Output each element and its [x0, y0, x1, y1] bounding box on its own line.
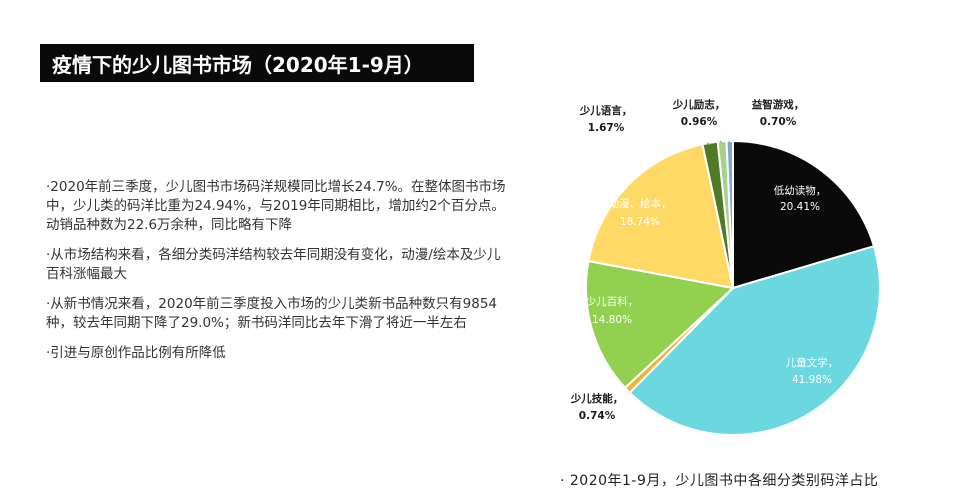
- slice-value-label: 0.96%: [681, 116, 718, 128]
- bullet-item: 2020年前三季度，少儿图书市场码洋规模同比增长24.7%。在整体图书市场中，少…: [46, 178, 506, 235]
- page-title: 疫情下的少儿图书市场（2020年1-9月）: [52, 52, 424, 77]
- bullet-list: 2020年前三季度，少儿图书市场码洋规模同比增长24.7%。在整体图书市场中，少…: [46, 178, 506, 374]
- pie-slice-8: [725, 139, 734, 289]
- pie-slice-2: [628, 244, 881, 436]
- pie-slice-1: [732, 139, 876, 290]
- slice-name-label: 少儿技能，: [570, 392, 624, 405]
- slice-name-label: 少儿励志，: [672, 98, 726, 111]
- slice-name-label: 低幼读物，: [774, 184, 827, 197]
- bullet-item: 从市场结构来看，各细分类码洋结构较去年同期没有变化，动漫/绘本及少儿百科涨幅最大: [46, 246, 506, 284]
- chart-caption: · 2020年1-9月，少儿图书中各细分类别码洋占比: [560, 473, 879, 489]
- slice-name-label: 益智游戏，: [752, 98, 805, 111]
- slice-value-label: 1.67%: [588, 122, 625, 134]
- pie-slice-5: [587, 143, 735, 290]
- slice-value-label: 18.74%: [620, 216, 660, 228]
- leader-line: [728, 140, 731, 144]
- slice-value-label: 41.98%: [792, 374, 832, 386]
- slice-value-label: 0.74%: [579, 410, 616, 422]
- bullet-item: 引进与原创作品比例有所降低: [46, 344, 506, 363]
- slice-value-label: 20.41%: [780, 201, 820, 213]
- pie-slice-4: [585, 259, 736, 390]
- slice-name-label: 儿童文学，: [786, 356, 839, 369]
- slice-name-label: 动漫、绘本，: [609, 197, 672, 210]
- slice-name-label: 少儿语言，: [579, 104, 633, 117]
- slice-value-label: 14.80%: [592, 314, 632, 326]
- leader-line: [719, 140, 723, 144]
- slice-value-label: 0.70%: [760, 116, 797, 128]
- slice-name-label: 少儿百科，: [586, 295, 639, 308]
- title-bar: 疫情下的少儿图书市场（2020年1-9月）: [40, 44, 474, 82]
- bullet-item: 从新书情况来看，2020年前三季度投入市场的少儿类新书品种数只有9854种，较去…: [46, 295, 506, 333]
- leader-line: [706, 142, 711, 146]
